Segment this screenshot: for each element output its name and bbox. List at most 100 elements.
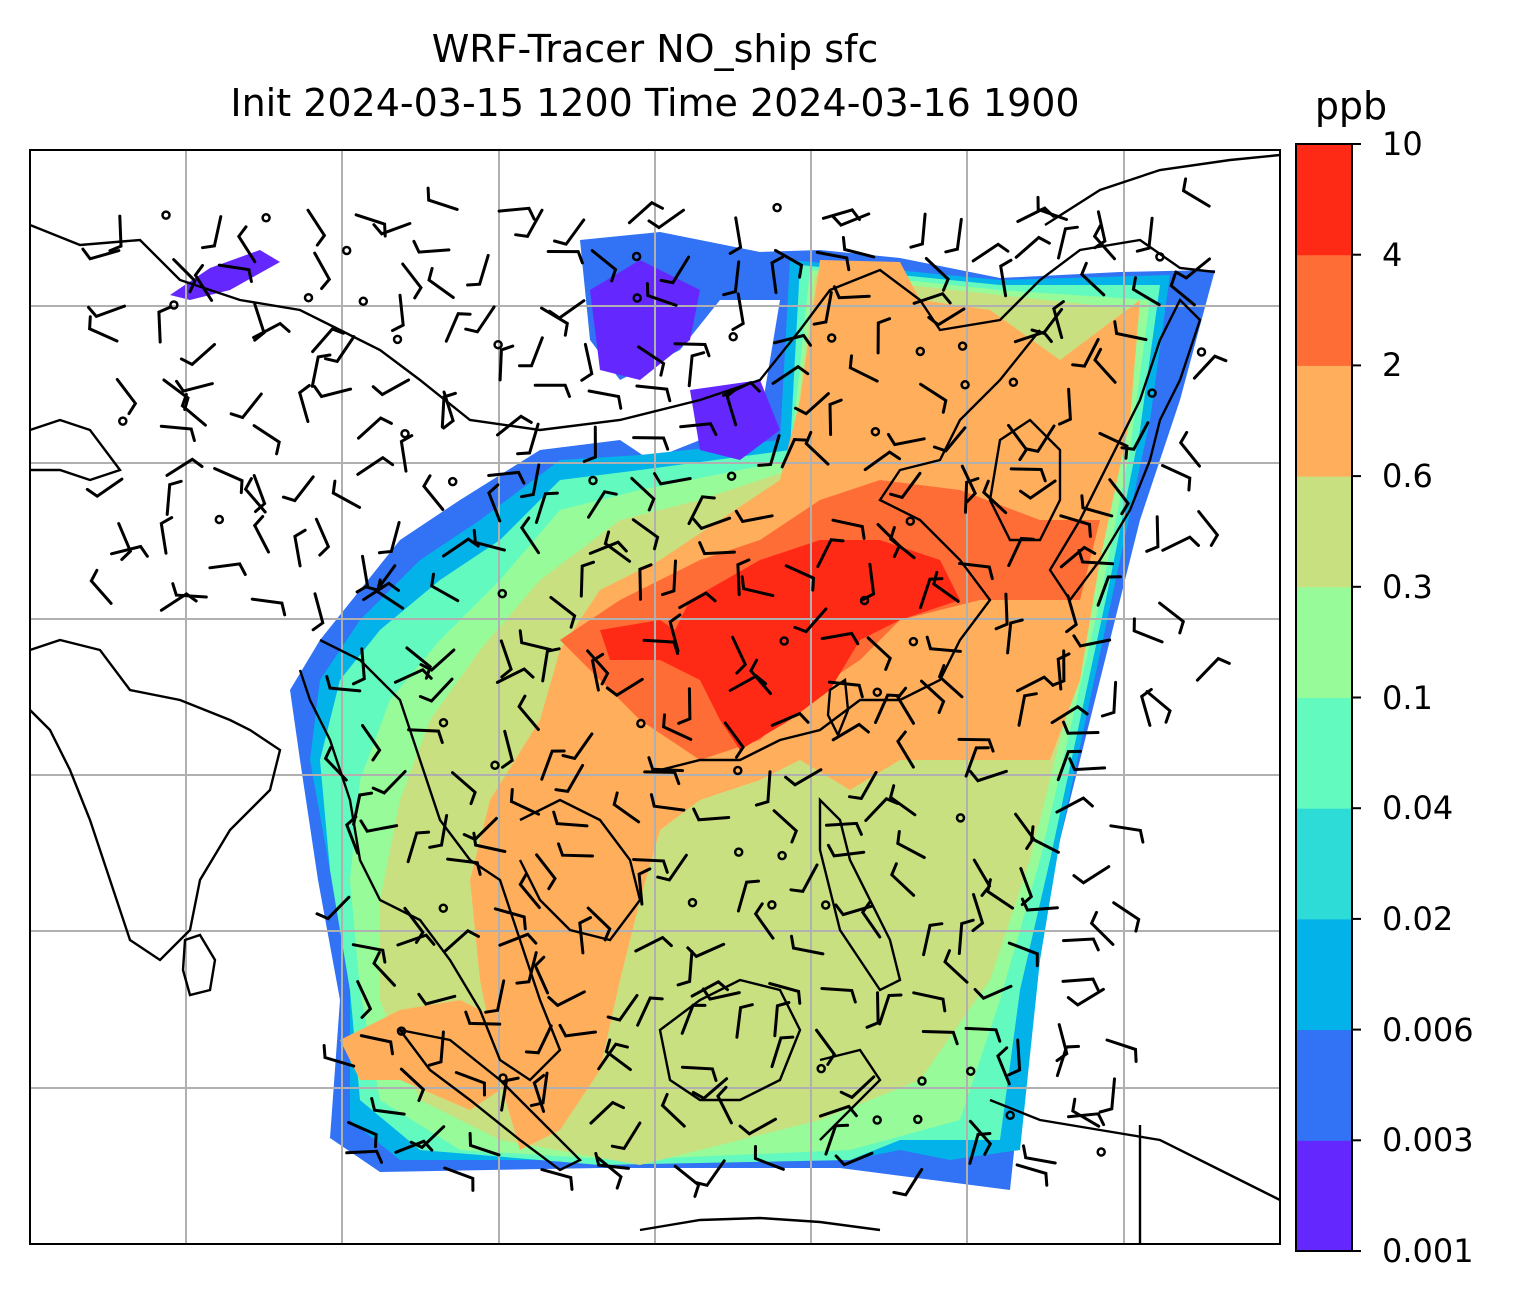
wind-barb	[632, 858, 669, 874]
map-title-line2: Init 2024-03-15 1200 Time 2024-03-16 190…	[230, 81, 1080, 125]
wind-barb	[529, 1071, 549, 1108]
wind-barb	[1062, 720, 1100, 735]
coastline-china-coast	[659, 329, 1041, 772]
wind-barb	[313, 385, 353, 399]
wind-barb	[824, 1123, 850, 1156]
wind-barb	[1051, 649, 1066, 687]
wind-barb	[964, 1026, 1002, 1043]
wind-barb	[451, 771, 477, 806]
wind-barb	[587, 389, 623, 410]
wind-barb	[371, 378, 411, 397]
wind-barb	[958, 562, 994, 581]
wind-barb	[281, 475, 315, 503]
coastline-north	[30, 223, 1216, 432]
coastline-korea	[988, 418, 1062, 542]
wind-barb	[754, 770, 772, 807]
calm-wind-marker	[588, 475, 598, 486]
calm-wind-marker	[859, 595, 870, 606]
calm-wind-marker	[728, 332, 738, 342]
calm-wind-marker	[733, 847, 744, 857]
wind-barb	[352, 791, 374, 826]
calm-wind-marker	[490, 760, 500, 771]
wind-barb	[115, 378, 138, 416]
wind-barb	[518, 629, 553, 652]
wind-barb	[749, 658, 772, 695]
wind-barb	[428, 814, 449, 849]
wind-barb	[1057, 225, 1079, 260]
wind-barb	[971, 242, 1010, 263]
calm-wind-marker	[816, 1063, 826, 1074]
coastlines	[30, 153, 1280, 1244]
wind-barb	[1145, 515, 1160, 553]
wind-barb	[399, 1067, 426, 1103]
wind-barb	[909, 212, 927, 249]
wind-barb	[831, 518, 866, 540]
colorbar-tick-label: 0.1	[1382, 678, 1433, 717]
field-purple-west	[170, 250, 280, 300]
calm-wind-marker	[118, 416, 128, 426]
wind-barb	[637, 345, 666, 377]
wind-barb	[653, 472, 692, 486]
wind-barb	[1071, 1097, 1101, 1128]
wind-barb	[686, 942, 726, 959]
coastline-newguinea	[989, 1098, 1280, 1202]
wind-barb	[1024, 424, 1056, 453]
wind-barb	[957, 737, 995, 753]
wind-barb	[88, 315, 119, 343]
coastline-northeast	[1044, 153, 1280, 227]
calm-wind-marker	[913, 1114, 923, 1125]
wind-barb	[468, 1131, 501, 1157]
wind-barb	[816, 538, 845, 569]
colorbar-bin	[1296, 697, 1352, 809]
wind-barb	[731, 292, 745, 331]
wind-barb	[1006, 618, 1024, 655]
wind-barb	[630, 476, 656, 512]
wind-barb	[359, 1034, 394, 1056]
wind-barb	[472, 831, 507, 853]
wind-barb	[549, 595, 577, 629]
wind-barb	[243, 477, 267, 514]
wind-barb	[497, 206, 536, 221]
calm-wind-marker	[1155, 252, 1165, 262]
colorbar-bin	[1296, 1029, 1352, 1141]
wind-barb	[825, 821, 863, 836]
coastline-japan	[1048, 297, 1202, 603]
wind-barb	[1135, 216, 1154, 253]
wind-barb	[1080, 261, 1106, 297]
wind-barb	[500, 729, 514, 769]
wind-barb	[679, 422, 718, 436]
wind-barb	[1065, 594, 1078, 634]
wind-barb	[406, 830, 431, 864]
wind-barb	[515, 951, 538, 985]
wind-barb	[85, 477, 124, 499]
wind-barb	[1089, 910, 1115, 946]
wind-barb	[878, 993, 903, 1026]
colorbar-tick-label: 0.001	[1382, 1232, 1474, 1270]
wind-barb	[680, 1065, 718, 1082]
calm-wind-marker	[161, 210, 171, 220]
wind-barb	[1055, 1023, 1069, 1063]
wind-barb	[789, 863, 819, 894]
wind-barb	[345, 815, 360, 855]
wind-barb	[794, 392, 830, 416]
wind-barb	[637, 867, 652, 906]
wind-barb	[89, 568, 113, 605]
wind-barb	[558, 1023, 597, 1038]
wind-barb	[495, 667, 535, 684]
wind-barb	[534, 491, 559, 524]
wind-barb	[773, 1001, 791, 1038]
wind-barb	[356, 455, 395, 476]
wind-barb	[1072, 865, 1111, 885]
wind-barb	[311, 592, 325, 632]
wind-barb	[509, 788, 541, 816]
wind-barb	[1036, 195, 1068, 221]
calm-wind-marker	[905, 516, 916, 526]
concentration-field	[170, 232, 1215, 1190]
wind-barb	[311, 327, 345, 354]
wind-barb	[580, 342, 594, 382]
wind-barb	[430, 572, 460, 603]
calm-wind-marker	[779, 636, 789, 646]
calm-wind-marker	[447, 476, 458, 487]
wind-barb	[1016, 675, 1055, 693]
wind-barb	[1015, 1163, 1049, 1187]
